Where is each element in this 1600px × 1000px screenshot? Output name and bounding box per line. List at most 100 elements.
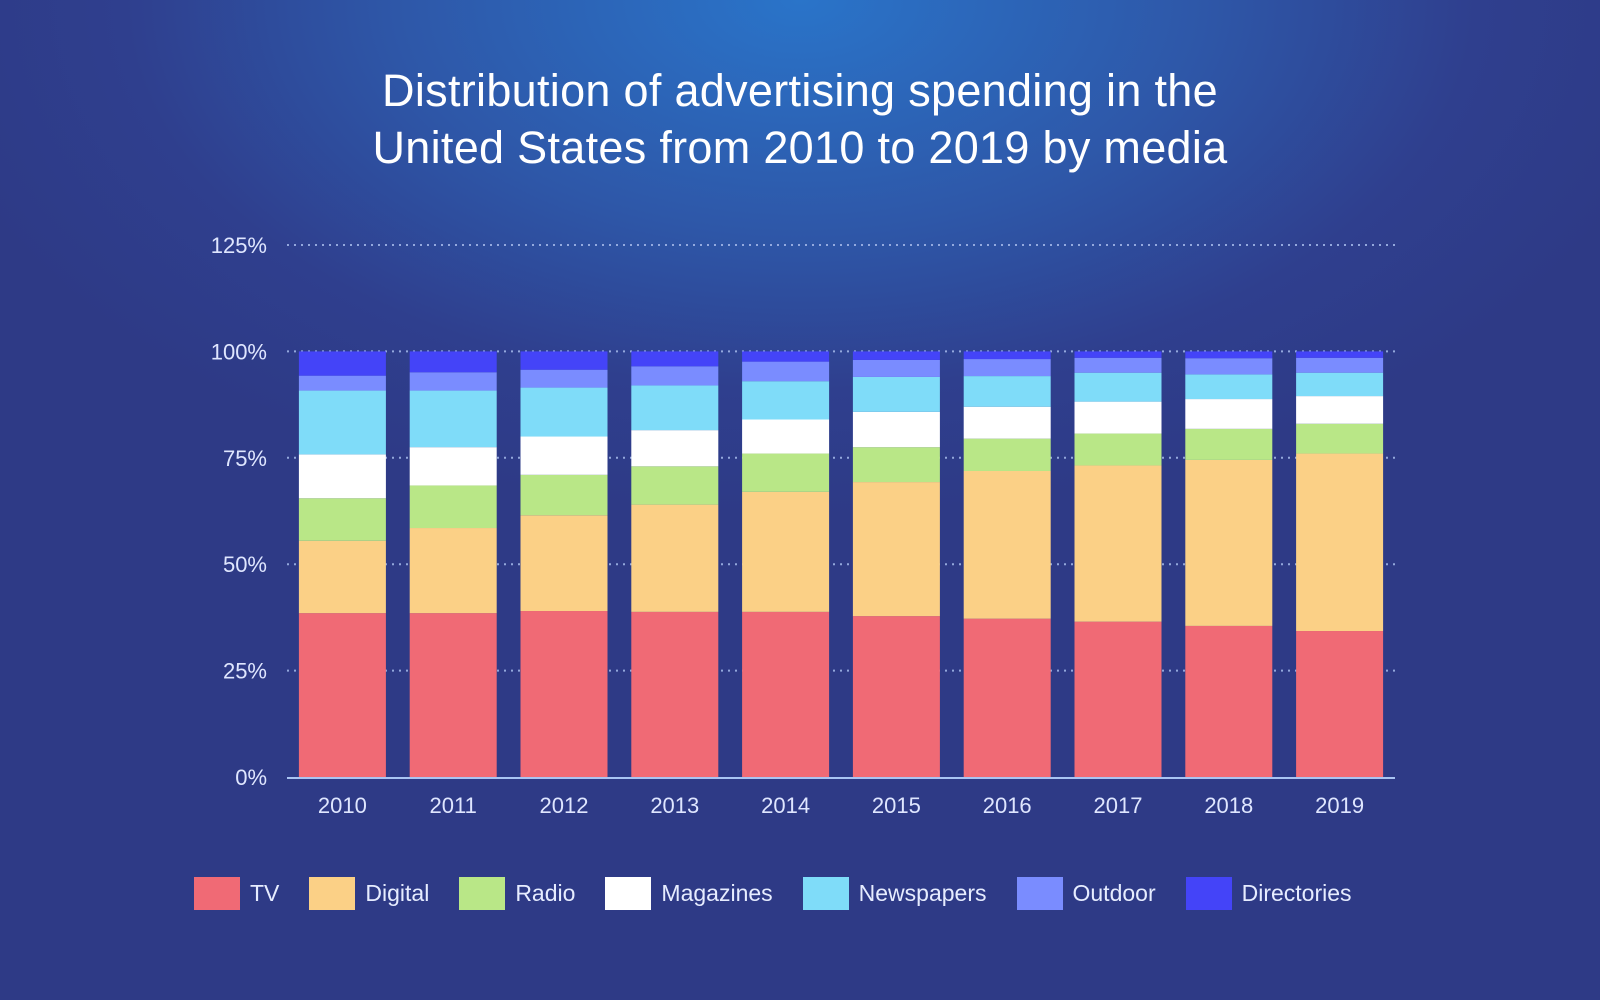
- y-tick-label: 75%: [223, 446, 267, 471]
- legend-label: TV: [250, 879, 280, 906]
- bar-segment-digital: [852, 482, 940, 617]
- bar-segment-outdoor: [963, 359, 1051, 377]
- bar-stack: [1296, 351, 1384, 777]
- legend-swatch: [1016, 876, 1063, 910]
- bar-segment-outdoor: [742, 361, 830, 382]
- legend-label: Directories: [1241, 879, 1352, 906]
- bar-segment-outdoor: [1074, 357, 1162, 373]
- bar-segment-digital: [520, 515, 608, 612]
- bar-segment-magazines: [409, 447, 497, 486]
- bar-segment-digital: [963, 470, 1051, 619]
- bar-stack: [298, 351, 386, 777]
- bar-segment-directories: [742, 351, 830, 362]
- bar-segment-newspapers: [963, 376, 1051, 407]
- legend-swatch: [309, 876, 356, 910]
- bar-segment-directories: [963, 351, 1051, 360]
- bar-stack: [852, 351, 940, 777]
- bar-segment-directories: [1074, 351, 1162, 358]
- bar-segment-directories: [520, 351, 608, 370]
- bar-segment-newspapers: [1074, 372, 1162, 402]
- bar-stack: [963, 351, 1051, 777]
- x-tick-label: 2012: [540, 793, 589, 818]
- bar-segment-digital: [631, 504, 719, 612]
- bar-stack: [409, 351, 497, 777]
- bar-segment-directories: [1296, 351, 1384, 358]
- bar-segment-tv: [742, 611, 830, 777]
- x-tick-label: 2016: [983, 793, 1032, 818]
- chart-title: Distribution of advertising spending in …: [0, 62, 1600, 176]
- legend-label: Digital: [365, 879, 430, 906]
- x-tick-label: 2018: [1204, 793, 1253, 818]
- x-tick-label: 2010: [318, 793, 367, 818]
- chart-title-line-2: United States from 2010 to 2019 by media: [372, 122, 1228, 173]
- bar-segment-outdoor: [298, 375, 386, 391]
- y-tick-label: 125%: [211, 233, 267, 258]
- bar-segment-tv: [1185, 625, 1273, 777]
- bar-segment-directories: [409, 351, 497, 373]
- bar-segment-radio: [852, 447, 940, 483]
- bar-segment-tv: [963, 618, 1051, 777]
- bar-segment-newspapers: [298, 390, 386, 455]
- bar-segment-magazines: [1074, 401, 1162, 434]
- bar-segment-digital: [1296, 453, 1384, 632]
- bar-segment-radio: [520, 474, 608, 516]
- legend-swatch: [194, 876, 240, 910]
- bar-segment-magazines: [631, 430, 719, 467]
- legend-swatch: [1185, 876, 1232, 910]
- bar-segment-magazines: [742, 419, 830, 454]
- grid-lines: [287, 244, 1395, 672]
- bar-segment-directories: [852, 351, 940, 360]
- bar-segment-magazines: [520, 436, 608, 475]
- chart-title-line-1: Distribution of advertising spending in …: [382, 65, 1218, 116]
- bar-segment-directories: [298, 351, 386, 376]
- bar-segment-outdoor: [631, 366, 719, 386]
- bar-segment-tv: [520, 611, 608, 777]
- bar-stack: [742, 351, 830, 777]
- bar-stack: [1185, 351, 1273, 777]
- legend-swatch: [459, 876, 506, 910]
- bar-stack: [631, 351, 719, 777]
- bar-segment-newspapers: [1296, 372, 1384, 397]
- bar-segment-outdoor: [1296, 357, 1384, 373]
- bar-segment-magazines: [1296, 396, 1384, 424]
- bar-segment-newspapers: [409, 390, 497, 448]
- bar-segment-digital: [409, 528, 497, 614]
- bar-segment-magazines: [1185, 399, 1273, 429]
- bar-segment-magazines: [963, 406, 1051, 439]
- x-tick-label: 2017: [1094, 793, 1143, 818]
- bar-segment-outdoor: [852, 359, 940, 377]
- bar-segment-outdoor: [1185, 358, 1273, 375]
- bar-segment-outdoor: [409, 372, 497, 391]
- bar-stack: [520, 351, 608, 777]
- bar-segment-digital: [1074, 465, 1162, 622]
- y-axis-labels: 0% 25% 50% 75% 100% 125%: [211, 233, 267, 790]
- bar-segment-radio: [1074, 433, 1162, 466]
- bar-segment-magazines: [852, 411, 940, 448]
- bar-segment-radio: [1185, 428, 1273, 460]
- bar-segment-radio: [298, 498, 386, 541]
- y-tick-label: 0%: [235, 765, 267, 790]
- x-tick-label: 2013: [650, 793, 699, 818]
- x-tick-label: 2015: [872, 793, 921, 818]
- legend-item-radio: Radio: [459, 876, 575, 910]
- bar-segment-directories: [631, 351, 719, 367]
- legend-swatch: [605, 876, 652, 910]
- bar-segment-outdoor: [520, 369, 608, 388]
- legend-label: Magazines: [661, 879, 773, 906]
- legend-item-outdoor: Outdoor: [1016, 876, 1156, 910]
- bar-segment-radio: [409, 485, 497, 529]
- bar-segment-tv: [631, 611, 719, 777]
- x-tick-label: 2014: [761, 793, 810, 818]
- bar-segment-radio: [742, 453, 830, 492]
- legend-label: Outdoor: [1072, 879, 1156, 906]
- legend-item-newspapers: Newspapers: [802, 876, 987, 910]
- y-tick-label: 25%: [223, 659, 267, 684]
- legend-item-tv: TV: [194, 876, 280, 910]
- bar-segment-radio: [631, 466, 719, 505]
- bar-segment-directories: [1185, 351, 1273, 359]
- bar-segment-tv: [852, 616, 940, 777]
- bar-segment-digital: [742, 491, 830, 612]
- bar-segment-digital: [1185, 459, 1273, 626]
- legend-label: Newspapers: [858, 879, 987, 906]
